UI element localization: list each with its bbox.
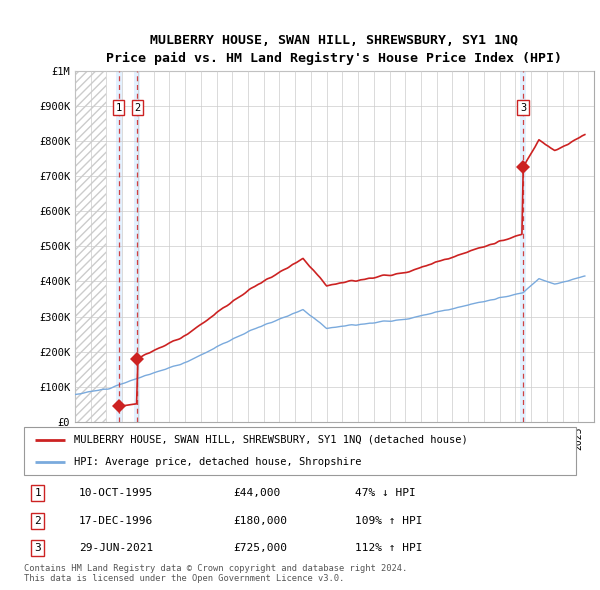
Text: HPI: Average price, detached house, Shropshire: HPI: Average price, detached house, Shro… [74,457,361,467]
Text: Contains HM Land Registry data © Crown copyright and database right 2024.
This d: Contains HM Land Registry data © Crown c… [24,564,407,584]
Text: 17-DEC-1996: 17-DEC-1996 [79,516,154,526]
Text: £180,000: £180,000 [234,516,288,526]
Bar [134,71,140,422]
Bar [116,71,122,422]
Text: £44,000: £44,000 [234,489,281,499]
Text: 1: 1 [34,489,41,499]
Text: MULBERRY HOUSE, SWAN HILL, SHREWSBURY, SY1 1NQ (detached house): MULBERRY HOUSE, SWAN HILL, SHREWSBURY, S… [74,435,467,445]
Text: £725,000: £725,000 [234,543,288,553]
Text: 1: 1 [116,103,122,113]
Bar [75,71,106,422]
Text: 10-OCT-1995: 10-OCT-1995 [79,489,154,499]
Text: 112% ↑ HPI: 112% ↑ HPI [355,543,422,553]
Text: 3: 3 [34,543,41,553]
Text: 2: 2 [34,516,41,526]
Bar [520,71,526,422]
Text: 109% ↑ HPI: 109% ↑ HPI [355,516,422,526]
Title: MULBERRY HOUSE, SWAN HILL, SHREWSBURY, SY1 1NQ
Price paid vs. HM Land Registry's: MULBERRY HOUSE, SWAN HILL, SHREWSBURY, S… [107,34,563,65]
Text: 29-JUN-2021: 29-JUN-2021 [79,543,154,553]
FancyBboxPatch shape [24,427,576,475]
Text: 2: 2 [134,103,140,113]
Text: 47% ↓ HPI: 47% ↓ HPI [355,489,416,499]
Text: 3: 3 [520,103,526,113]
